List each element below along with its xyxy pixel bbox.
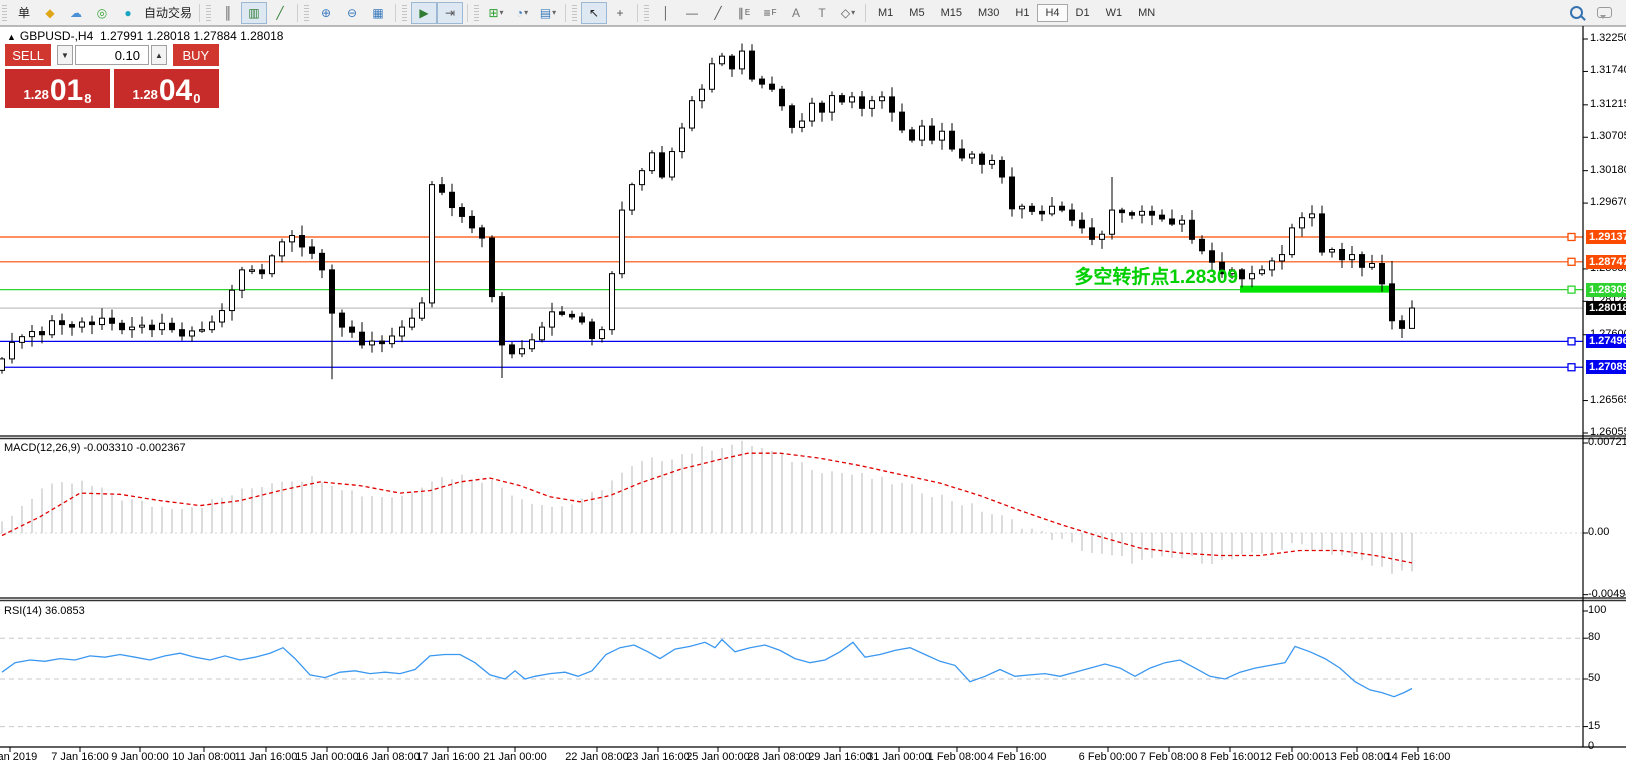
timeframe-h4[interactable]: H4 [1037,3,1068,22]
timeframe-w1[interactable]: W1 [1105,6,1123,19]
signal-icon[interactable]: ◎ [96,5,108,20]
toolbar-right [1570,6,1626,19]
gold-chip-icon[interactable]: ◆ [45,5,55,20]
chat-icon[interactable] [1597,7,1612,19]
candles [0,43,1415,380]
annotation-segment [1240,285,1392,293]
vertical-line-icon[interactable]: │ [662,5,670,20]
toolbar: 单 ◆ ☁ ◎ ● 自动交易 ║ ▥ ╱ ⊕ ⊖ ▦ ▶ ⇥ ⊞ ▾ ◔ ▾ ▤ ▾ ↖ + │ — ╱ ∥ E ≡ F A T ◇ ▾ M1 M… [0,0,1626,26]
toolbar-groups: 单 ◆ ☁ ◎ ● 自动交易 ║ ▥ ╱ ⊕ ⊖ ▦ ▶ ⇥ ⊞ ▾ ◔ ▾ ▤ ▾ ↖ + │ — ╱ ∥ E ≡ F A T ◇ ▾ [0,1,861,24]
rsi-label: RSI(14) 36.0853 [4,605,85,617]
templates-icon[interactable]: ▤ ▾ [539,5,557,20]
timeframe-m1[interactable]: M1 [878,6,894,19]
trade-controls-row: SELL ▼ ▲ BUY [5,44,219,66]
toolbar-grip [644,4,650,21]
toolbar-separator [565,3,567,22]
trendline-icon[interactable]: ╱ [714,5,722,20]
sell-price-sup: 8 [84,91,92,106]
line-chart-icon[interactable]: ╱ [276,5,284,20]
text-label-icon[interactable]: T [818,5,826,20]
periods-icon[interactable]: ◔ ▾ [515,5,529,20]
toolbar-grip [304,4,310,21]
toolbar-separator [297,3,299,22]
timeframe-m15[interactable]: M15 [940,6,962,19]
chart-shift-icon[interactable]: ⇥ [437,1,464,24]
buy-price-left: 1.28 [132,87,158,102]
cloud-icon[interactable]: ☁ [70,5,82,20]
buy-price-big: 04 [158,74,193,107]
arrows-icon-dropdown[interactable]: ▾ [851,8,856,17]
timeframe-d1[interactable]: D1 [1075,6,1090,19]
crosshair-icon[interactable]: + [616,5,624,20]
autotrade-button[interactable]: 自动交易 [144,6,193,20]
macd-label: MACD(12,26,9) -0.003310 -0.002367 [4,442,186,454]
cursor-icon[interactable]: ↖ [581,1,608,24]
toolbar-separator [467,3,469,22]
equidistant-channel-icon[interactable]: ∥ E [737,5,751,20]
toolbar-separator [199,3,201,22]
timeframe-m5[interactable]: M5 [909,6,925,19]
macd-signal-line [1,452,1413,564]
autotrade-icon[interactable]: ● [124,5,132,20]
horizontal-line-icon[interactable]: — [686,5,699,20]
indicators-icon-dropdown[interactable]: ▾ [499,8,504,17]
toolbar-separator [395,3,397,22]
periods-icon-dropdown[interactable]: ▾ [524,8,529,17]
sell-price-big: 01 [49,74,84,107]
bar-chart-icon[interactable]: ║ [223,5,233,20]
toolbar-grip [206,4,212,21]
buy-price-sup: 0 [193,91,201,106]
templates-icon-dropdown[interactable]: ▾ [552,8,557,17]
toolbar-separator [637,3,639,22]
toolbar-separator [865,3,867,22]
volume-input[interactable] [75,45,149,65]
rsi-line [1,638,1413,698]
one-click-trading-panel: SELL ▼ ▲ BUY 1.28 01 8 1.28 04 0 [5,44,219,108]
ohlc-values: 1.27991 1.28018 1.27884 1.28018 [99,29,284,43]
toolbar-grip [474,4,480,21]
toolbar-grip [402,4,408,21]
timeframe-m30[interactable]: M30 [977,6,1000,19]
tile-windows-icon[interactable]: ▦ [372,5,384,20]
auto-scroll-icon[interactable]: ▶ [411,1,438,24]
sell-price-tile[interactable]: 1.28 01 8 [5,69,110,108]
search-icon[interactable] [1570,6,1583,19]
fibonacci-icon[interactable]: ≡ F [763,5,777,20]
chart-title: ▲ GBPUSD-,H4 1.27991 1.28018 1.27884 1.28… [7,29,283,43]
timeframe-bar: M1 M5 M15 M30 H1 H4 D1 W1 MN [870,3,1163,22]
sell-button[interactable]: SELL [5,44,52,66]
toolbar-grip [2,4,7,21]
buy-price-tile[interactable]: 1.28 04 0 [114,69,219,108]
volume-up-button[interactable]: ▲ [151,45,167,65]
volume-down-button[interactable]: ▼ [57,45,73,65]
chart-annotation-text[interactable]: 多空转折点1.28309 [1074,267,1238,288]
collapse-arrow-icon[interactable]: ▲ [7,32,16,42]
candlestick-chart-icon[interactable]: ▥ [241,1,268,24]
symbol-period-label: GBPUSD-,H4 [19,29,94,43]
timeframe-h1[interactable]: H1 [1015,6,1030,19]
buy-button[interactable]: BUY [172,44,219,66]
text-icon[interactable]: A [792,5,801,20]
quote-tiles: 1.28 01 8 1.28 04 0 [5,69,219,108]
timeframe-mn[interactable]: MN [1138,6,1156,19]
new-order-button[interactable]: 单 [17,6,30,20]
arrows-icon[interactable]: ◇ ▾ [840,5,856,20]
indicators-icon[interactable]: ⊞ ▾ [488,5,504,20]
zoom-out-icon[interactable]: ⊖ [346,5,358,20]
toolbar-grip [572,4,578,21]
sell-price-left: 1.28 [23,87,49,102]
zoom-in-icon[interactable]: ⊕ [320,5,332,20]
